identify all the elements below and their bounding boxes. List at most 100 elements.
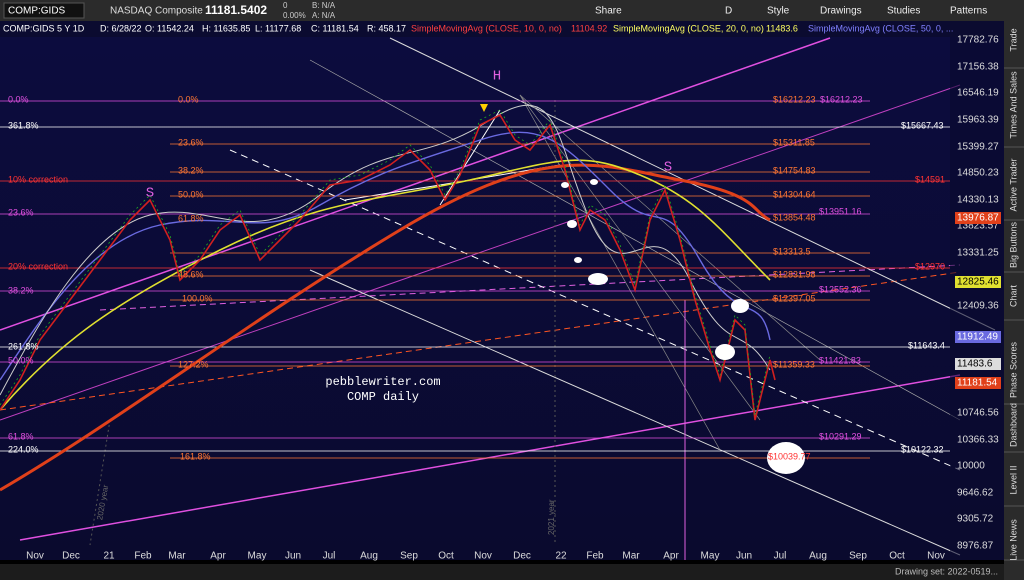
side-tab[interactable]: Level II [1008, 465, 1018, 494]
watermark-site: pebblewriter.com [325, 375, 440, 389]
change-pct: 0.00% [283, 11, 306, 20]
side-tab[interactable]: Big Buttons [1008, 221, 1018, 268]
time-label: Jun [285, 551, 301, 562]
price-label: 17156.38 [957, 62, 999, 73]
time-label: Nov [26, 551, 44, 562]
price-label: 9305.72 [957, 514, 994, 525]
legend-item: D: 6/28/22 [100, 23, 142, 33]
price-level-label: $14304.64 [773, 189, 816, 199]
channel-line [309, 59, 961, 421]
side-tab[interactable]: Active Trader [1008, 158, 1018, 211]
price-level-label: $14591 [915, 174, 945, 184]
side-tab[interactable]: Times And Sales [1008, 71, 1018, 139]
price-highlight: 12825.46 [957, 277, 999, 288]
price-label: 13823.57 [957, 221, 999, 232]
time-label: Mar [622, 551, 640, 562]
pattern-label: H [493, 69, 501, 85]
fib-label: 50.0% [178, 189, 204, 199]
time-label: Oct [889, 551, 905, 562]
fib-label: 48.6% [178, 269, 204, 279]
price-highlight-box [955, 212, 1001, 224]
price-highlight: 11181.54 [957, 378, 998, 389]
time-label: Aug [360, 551, 378, 562]
price-highlight: 11483.6 [957, 359, 993, 370]
fib-label: 23.6% [178, 137, 204, 147]
price-highlight-box [955, 358, 1001, 370]
time-label: Nov [927, 551, 945, 562]
price-label: 10746.56 [957, 408, 999, 419]
price-highlight-box [955, 331, 1001, 343]
marker [561, 182, 569, 188]
time-label: Feb [586, 551, 604, 562]
side-tab[interactable]: Phase Scores [1008, 341, 1018, 398]
side-tab[interactable]: Trade [1008, 28, 1018, 51]
price-highlight-box [955, 377, 1001, 389]
fib-label: 261.8% [8, 341, 39, 351]
legend-item: H: 11635.85 [202, 23, 250, 33]
fib-label: 38.2% [8, 285, 34, 295]
fib-label: 224.0% [8, 444, 39, 454]
legend-item: COMP:GIDS 5 Y 1D [3, 23, 85, 33]
price-level-label: $13951.16 [819, 206, 862, 216]
toolbar-button[interactable]: D [725, 6, 732, 17]
price-label: 10366.33 [957, 435, 999, 446]
time-label: Oct [438, 551, 454, 562]
time-label: Apr [663, 551, 679, 562]
marker [574, 257, 582, 263]
fan-line [519, 94, 721, 451]
price-highlight: 11912.49 [957, 332, 998, 343]
toolbar-button[interactable]: Drawings [820, 6, 862, 17]
price-label: 14330.13 [957, 195, 999, 206]
pattern-label: S [146, 186, 154, 202]
time-label: Sep [400, 551, 418, 562]
price-label: 15963.39 [957, 115, 999, 126]
drawing-set: Drawing set: 2022-0519... [895, 566, 998, 576]
price-level-label: $12831.98 [773, 269, 816, 279]
price-level-label: $11421.83 [819, 355, 861, 365]
price-label: 9646.62 [957, 488, 994, 499]
toolbar [0, 0, 1024, 21]
side-tab[interactable]: Live News [1008, 519, 1018, 561]
price-label: 13331.25 [957, 248, 999, 259]
time-label: Feb [134, 551, 152, 562]
time-label: 22 [555, 551, 567, 562]
fib-label: 100.0% [182, 293, 213, 303]
toolbar-button[interactable]: Patterns [950, 6, 987, 17]
fib-label: 361.8% [8, 120, 39, 130]
symbol-box[interactable] [3, 2, 85, 19]
side-tab[interactable]: Chart [1008, 285, 1018, 308]
toolbar-button[interactable]: Studies [887, 6, 920, 17]
price-label: 15399.27 [957, 142, 999, 153]
fan-line [519, 94, 821, 361]
marker [731, 299, 749, 313]
legend-item: R: 458.17 [367, 23, 406, 33]
fib-label: 10% correction [8, 174, 68, 184]
legend-item: O: 11542.24 [145, 23, 194, 33]
fib-label: 0.0% [178, 94, 199, 104]
price-level-label: $16212.23 [773, 94, 816, 104]
toolbar-button[interactable]: Style [767, 6, 790, 17]
sma-50 [0, 159, 771, 411]
side-tab[interactable]: Dashboard [1008, 403, 1018, 447]
target-marker [767, 442, 805, 474]
time-label: Jun [736, 551, 752, 562]
sma-20 [0, 131, 771, 381]
price-level-label: $14754.83 [773, 165, 816, 175]
marker [715, 344, 735, 360]
time-label: Aug [809, 551, 827, 562]
chart-area [0, 37, 1004, 560]
pattern-label: S [664, 160, 672, 176]
price-level-label: $10122.32 [901, 444, 944, 454]
time-label: Mar [168, 551, 186, 562]
bid: B: N/A [312, 1, 336, 10]
legend-item: C: 11181.54 [311, 23, 359, 33]
time-label: May [701, 551, 720, 562]
toolbar-button[interactable]: Share [595, 6, 622, 17]
legend-item: SimpleMovingAvg (CLOSE, 10, 0, no) [411, 23, 562, 33]
marker [590, 179, 598, 185]
sma-200 [0, 163, 771, 492]
price-axis [950, 37, 1004, 560]
fib-label: 23.6% [8, 207, 34, 217]
